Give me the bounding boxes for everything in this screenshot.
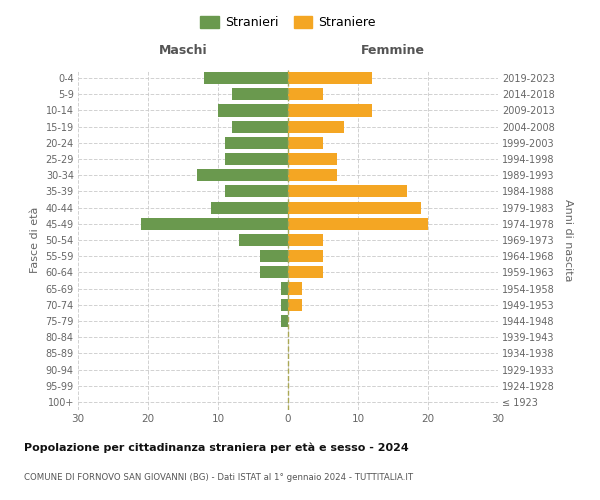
Bar [288,137,323,149]
Text: Femmine: Femmine [361,44,425,57]
Bar [288,250,323,262]
Bar [225,137,288,149]
Bar [288,266,323,278]
Bar [288,202,421,213]
Text: COMUNE DI FORNOVO SAN GIOVANNI (BG) - Dati ISTAT al 1° gennaio 2024 - TUTTITALIA: COMUNE DI FORNOVO SAN GIOVANNI (BG) - Da… [24,472,413,482]
Bar [260,266,288,278]
Bar [288,72,372,84]
Bar [281,315,288,327]
Bar [281,298,288,311]
Bar [239,234,288,246]
Bar [197,169,288,181]
Bar [288,88,323,101]
Text: Maschi: Maschi [158,44,208,57]
Bar [288,234,323,246]
Bar [141,218,288,230]
Bar [288,298,302,311]
Bar [288,169,337,181]
Bar [225,153,288,165]
Bar [204,72,288,84]
Bar [232,120,288,132]
Bar [260,250,288,262]
Bar [281,282,288,294]
Legend: Stranieri, Straniere: Stranieri, Straniere [195,11,381,34]
Bar [288,218,428,230]
Bar [288,104,372,117]
Bar [218,104,288,117]
Text: Popolazione per cittadinanza straniera per età e sesso - 2024: Popolazione per cittadinanza straniera p… [24,442,409,453]
Bar [288,282,302,294]
Bar [225,186,288,198]
Bar [288,120,344,132]
Bar [232,88,288,101]
Bar [211,202,288,213]
Bar [288,186,407,198]
Bar [288,153,337,165]
Y-axis label: Fasce di età: Fasce di età [30,207,40,273]
Y-axis label: Anni di nascita: Anni di nascita [563,198,574,281]
